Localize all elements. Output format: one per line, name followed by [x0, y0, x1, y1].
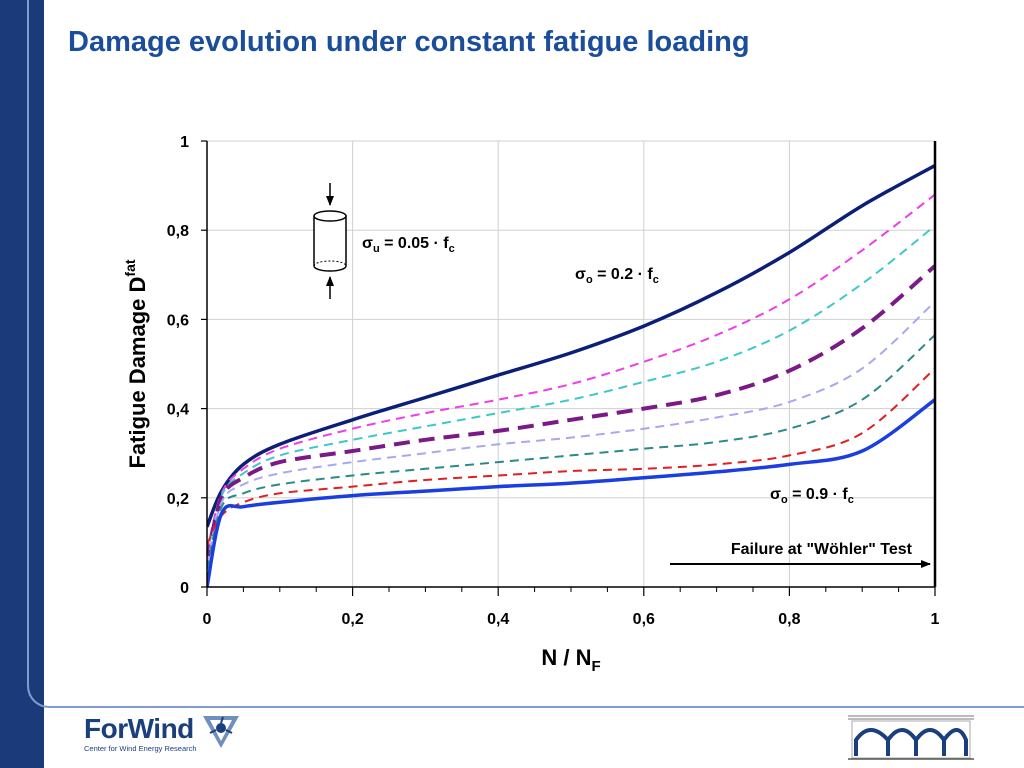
axis-ticks [201, 140, 936, 596]
series-line-1 [207, 163, 935, 528]
series-line-4 [207, 264, 935, 561]
x-tick-label: 0,4 [487, 611, 509, 628]
left-accent-bar [0, 0, 44, 768]
forwind-emblem-icon [203, 716, 239, 748]
x-tick-label: 0,8 [778, 611, 800, 628]
y-axis-title: Fatigue Damage Dfat [122, 259, 150, 468]
series-group [207, 163, 935, 588]
bridge-logo-icon [848, 715, 974, 760]
forwind-subtitle: Center for Wind Energy Research [84, 744, 197, 753]
series-line-6 [207, 334, 935, 570]
specimen-icon [313, 183, 347, 299]
x-tick-labels: 0 0,2 0,4 0,6 0,8 1 [203, 611, 940, 628]
y-tick-label: 0,8 [167, 223, 189, 240]
y-tick-label: 0 [180, 580, 189, 597]
y-tick-label: 0,6 [167, 312, 189, 329]
annotation-sigma-u: σu = 0.05 · fc [362, 235, 455, 255]
series-line-7 [207, 367, 935, 546]
y-tick-label: 0,2 [167, 491, 189, 508]
series-line-2 [207, 193, 935, 552]
annotation-sigma-low: σo = 0.2 · fc [575, 266, 659, 286]
series-line-8 [207, 398, 935, 588]
slide-frame-line [27, 0, 1024, 708]
annotation-sigma-high: σo = 0.9 · fc [770, 486, 854, 506]
x-axis-title: N / NF [541, 645, 600, 675]
x-tick-label: 0,2 [341, 611, 363, 628]
damage-chart: 0 0,2 0,4 0,6 0,8 1 0 0,2 0,4 0,6 0,8 1 N / NF Fat… [122, 134, 940, 675]
series-line-5 [207, 300, 935, 565]
slide-title: Damage evolution under constant fatigue … [68, 26, 750, 58]
x-tick-label: 0,6 [633, 611, 655, 628]
y-tick-label: 1 [180, 134, 189, 151]
plot-area [207, 141, 935, 587]
y-tick-label: 0,4 [167, 402, 189, 419]
x-tick-label: 0 [203, 611, 212, 628]
y-tick-labels: 0 0,2 0,4 0,6 0,8 1 [167, 134, 189, 597]
forwind-wordmark: ForWind [84, 713, 194, 744]
forwind-logo: ForWind Center for Wind Energy Research [84, 712, 254, 758]
series-line-3 [207, 224, 935, 557]
x-tick-label: 1 [931, 611, 940, 628]
failure-label: Failure at "Wöhler" Test [731, 541, 913, 558]
